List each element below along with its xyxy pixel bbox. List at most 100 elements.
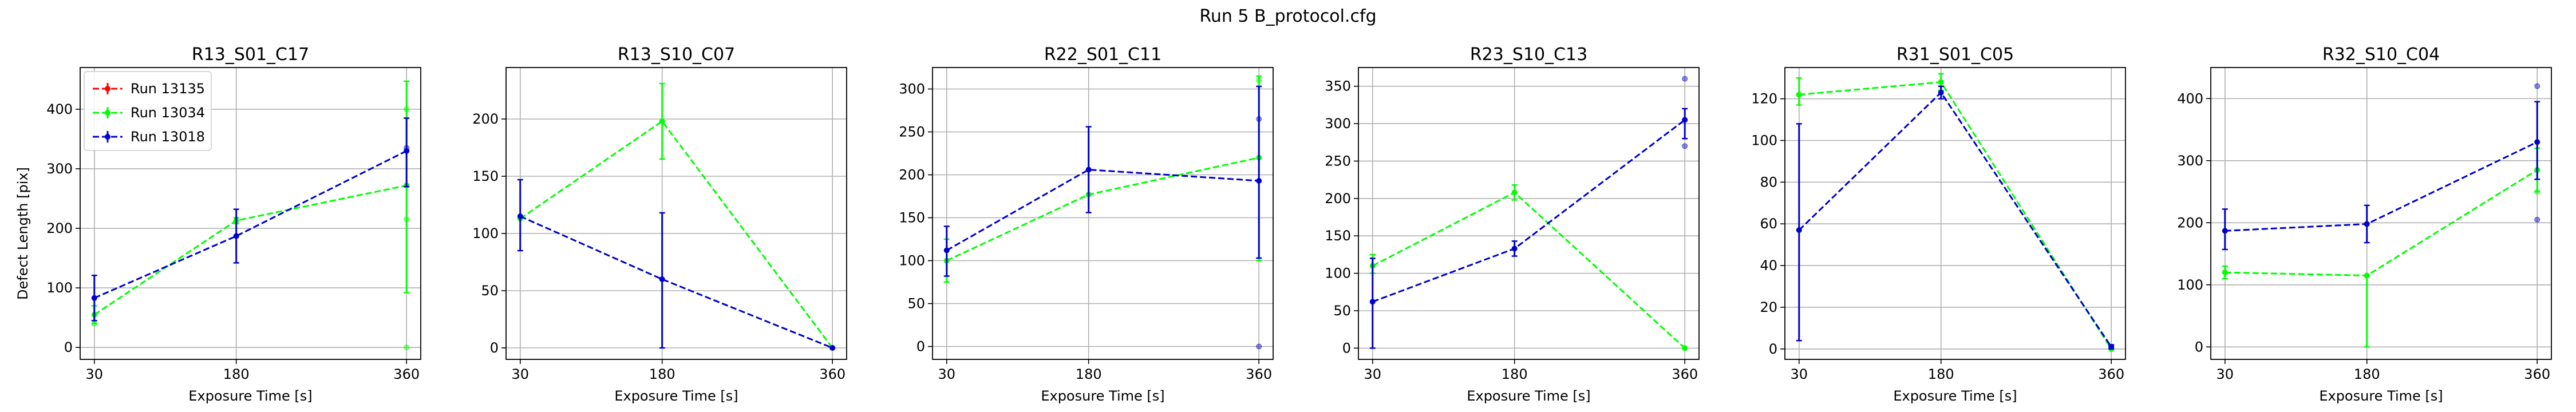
series-line	[520, 215, 833, 349]
data-point	[1796, 92, 1802, 98]
plot-frame	[80, 67, 421, 360]
y-tick-label: 50	[1333, 303, 1351, 319]
series-run-13034	[2222, 147, 2541, 348]
series-run-13034	[1796, 73, 2115, 352]
y-tick-label: 40	[1760, 258, 1777, 274]
outlier-point	[404, 145, 410, 151]
y-tick-label: 150	[1325, 228, 1351, 244]
series-line	[1799, 81, 2112, 350]
y-tick-label: 0	[2195, 339, 2203, 355]
data-point	[1938, 79, 1944, 85]
plot-frame	[1358, 67, 1700, 360]
x-tick-label: 180	[1502, 366, 1528, 382]
x-tick-label: 360	[819, 366, 846, 382]
data-point	[2222, 270, 2228, 276]
data-point	[1511, 245, 1518, 252]
x-tick-label: 180	[223, 366, 250, 382]
x-tick-label: 360	[2098, 366, 2124, 382]
y-tick-label: 300	[899, 81, 925, 97]
series-line	[519, 120, 833, 348]
outlier-point	[404, 106, 410, 112]
outlier-point	[1682, 76, 1688, 82]
x-axis-label: Exposure Time [s]	[2319, 388, 2443, 404]
data-point	[1682, 345, 1688, 351]
outlier-point	[404, 216, 410, 223]
y-tick-label: 350	[1325, 78, 1351, 94]
series-line	[946, 157, 1259, 262]
plot-frame	[505, 67, 847, 360]
y-tick-label: 50	[481, 283, 499, 299]
legend-marker	[105, 134, 110, 140]
outlier-point	[404, 344, 410, 351]
panel-title: R13_S10_C07	[618, 45, 735, 65]
y-tick-label: 0	[916, 339, 925, 355]
data-point	[829, 345, 836, 351]
y-tick-label: 100	[899, 253, 925, 269]
y-tick-label: 300	[2177, 153, 2203, 169]
y-axis-label: Defect Length [pix]	[15, 167, 31, 300]
x-tick-label: 30	[86, 366, 104, 382]
x-tick-label: 360	[2524, 366, 2550, 382]
y-tick-label: 200	[1325, 191, 1351, 207]
series-run-13034	[943, 75, 1262, 283]
outlier-point	[2534, 189, 2541, 195]
panel-title: R22_S01_C11	[1044, 45, 1161, 65]
series-run-13034	[517, 82, 836, 351]
chart-panel-3: 0 50 100 150 200 250 300 30 180 360 R22_S01_C11 Exp…	[899, 45, 1274, 404]
panel-title: R13_S01_C17	[192, 45, 309, 65]
legend-marker	[105, 86, 110, 92]
series-run-13034	[1369, 184, 1688, 351]
data-point	[2364, 272, 2370, 279]
y-tick-label: 100	[1751, 133, 1777, 149]
figure-title: Run 5 B_protocol.cfg	[1199, 6, 1376, 26]
legend-box	[84, 71, 212, 151]
y-tick-label: 60	[1760, 216, 1777, 232]
series-line	[94, 150, 407, 299]
series-line	[93, 184, 407, 316]
y-tick-label: 150	[899, 210, 925, 226]
data-point	[1369, 299, 1376, 305]
series-run-13018	[943, 85, 1262, 350]
data-point	[2364, 221, 2370, 227]
data-point	[659, 276, 665, 282]
x-axis-label: Exposure Time [s]	[1467, 388, 1590, 404]
series-run-13018	[517, 179, 836, 351]
data-point	[2108, 344, 2115, 350]
y-tick-label: 100	[46, 280, 73, 296]
legend-label: Run 13135	[131, 81, 205, 97]
legend-marker	[105, 110, 110, 116]
chart-panel-6: 0 100 200 300 400 30 180 360 R32_S10_C04 Exposure…	[2177, 45, 2552, 404]
x-tick-label: 30	[938, 366, 956, 382]
y-tick-label: 0	[1342, 340, 1351, 356]
outlier-point	[1256, 77, 1262, 84]
data-point	[404, 148, 410, 154]
chart-panel-2: 0 50 100 150 200 30 180 360 R13_S10_C07 Exposure …	[472, 45, 847, 404]
chart-panel-5: 0 20 40 60 80 100 120 30 180 360 R31_S01_C05 Exposu…	[1751, 45, 2126, 404]
y-tick-label: 300	[46, 161, 73, 177]
legend: Run 13135 Run 13034 Run 13018	[84, 71, 212, 151]
series-run-13018	[1369, 76, 1688, 349]
series-run-13018	[2222, 83, 2541, 251]
y-tick-label: 400	[46, 101, 73, 117]
legend-label: Run 13018	[131, 129, 205, 145]
x-axis-label: Exposure Time [s]	[1041, 388, 1164, 404]
series-line	[2225, 141, 2538, 232]
chart-panel-4: 0 50 100 150 200 250 300 350 30 180 360 R23_S10_C13…	[1325, 45, 1700, 404]
y-tick-label: 0	[1769, 341, 1777, 357]
series-line	[946, 168, 1259, 251]
data-point	[1938, 89, 1944, 96]
data-point	[1682, 117, 1688, 123]
data-point	[233, 233, 239, 239]
y-tick-label: 250	[1325, 153, 1351, 169]
data-point	[2534, 139, 2541, 145]
x-tick-label: 360	[393, 366, 420, 382]
data-point	[2222, 228, 2228, 234]
legend-label: Run 13034	[131, 105, 205, 121]
y-tick-label: 150	[472, 168, 499, 184]
y-tick-label: 250	[899, 124, 925, 140]
data-point	[1085, 167, 1092, 173]
panel-title: R31_S01_C05	[1897, 45, 2014, 65]
data-point	[517, 213, 523, 219]
series-line	[1372, 191, 1686, 349]
